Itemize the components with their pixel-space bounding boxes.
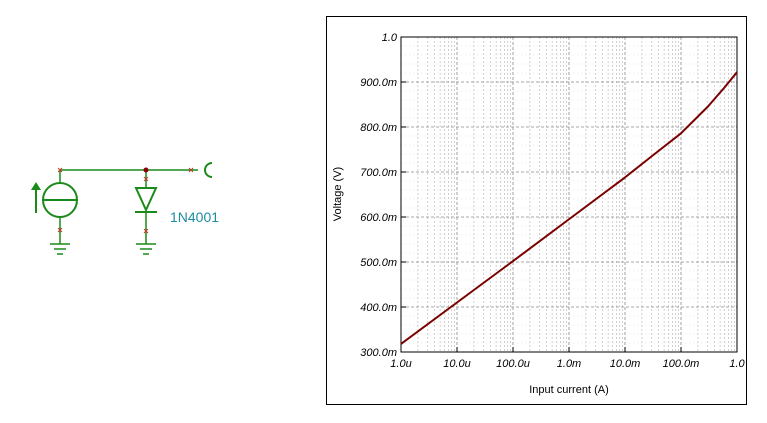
voltage-current-chart: 1.0u 10.0u 100.0u 1.0m 10.0m 100.0m 1.0 300.0m 4…: [332, 32, 746, 396]
ground-symbol-diode: [136, 243, 156, 255]
x-tick-label: 1.0u: [390, 358, 411, 370]
y-tick-label: 500.0m: [360, 257, 397, 269]
series-layer: [400, 71, 738, 345]
y-tick-label: 600.0m: [360, 212, 397, 224]
current-direction-arrowhead: [31, 182, 41, 190]
x-tick-label: 1.0m: [557, 358, 581, 370]
y-tick-label: 1.0: [382, 32, 398, 44]
x-tick-label: 10.0m: [610, 358, 641, 370]
diode-triangle: [134, 187, 158, 213]
junction-node: [143, 167, 149, 173]
current-source[interactable]: [31, 182, 78, 218]
tick-label-layer: 1.0u 10.0u 100.0u 1.0m 10.0m 100.0m 1.0 300.0m 4…: [360, 32, 745, 370]
diode-part-label: 1N4001: [170, 209, 219, 225]
x-tick-label: 100.0m: [663, 358, 700, 370]
pin-markers: [57, 167, 194, 234]
x-axis-title: Input current (A): [529, 384, 608, 396]
grid-layer: [400, 36, 738, 353]
x-tick-label: 10.0u: [443, 358, 471, 370]
y-tick-label: 400.0m: [360, 302, 397, 314]
tick-layer: [400, 36, 738, 353]
schematic: 1N4001: [31, 162, 219, 255]
y-tick-label: 700.0m: [360, 167, 397, 179]
y-tick-label: 900.0m: [360, 77, 397, 89]
y-axis-title: Voltage (V): [332, 167, 344, 221]
x-tick-label: 100.0u: [496, 358, 530, 370]
y-tick-label: 800.0m: [360, 122, 397, 134]
y-tick-label: 300.0m: [360, 347, 397, 359]
series-line: [400, 71, 738, 345]
ground-symbol-source: [50, 243, 70, 255]
diode[interactable]: [134, 170, 158, 244]
voltage-probe[interactable]: [204, 162, 213, 178]
plot-frame: 1.0u 10.0u 100.0u 1.0m 10.0m 100.0m 1.0 300.0m 4…: [326, 16, 747, 405]
x-tick-label: 1.0: [729, 358, 745, 370]
